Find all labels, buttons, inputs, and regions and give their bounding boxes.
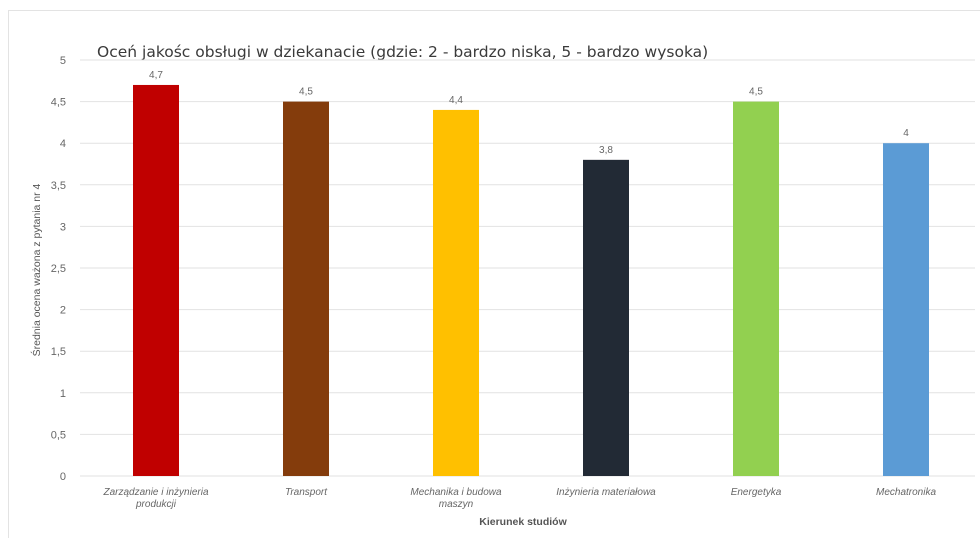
gridlines (80, 59, 975, 477)
y-tick-label: 4,5 (51, 97, 66, 109)
data-label: 4 (903, 128, 909, 139)
bar (733, 101, 779, 476)
x-tick-label: Transport (285, 487, 328, 498)
bars (133, 84, 929, 477)
x-tick-label: Inżynieria materiałowa (556, 487, 656, 498)
chart-frame (8, 10, 980, 538)
data-label: 4,5 (749, 87, 763, 98)
y-tick-label: 2,5 (51, 263, 66, 275)
data-label: 4,5 (299, 87, 313, 98)
bar (583, 159, 629, 476)
x-axis-label: Kierunek studiów (479, 516, 567, 528)
y-tick-label: 4 (60, 138, 66, 150)
y-tick-label: 0 (60, 471, 66, 483)
bar (883, 143, 929, 476)
bar (283, 101, 329, 476)
y-tick-label: 2 (60, 305, 66, 317)
y-axis-label: Średnia ocena ważona z pytania nr 4 (30, 183, 43, 356)
y-tick-label: 0,5 (51, 429, 66, 441)
bar (133, 84, 179, 477)
data-labels: 4,7 4,5 4,4 3,8 4,5 4 (149, 70, 909, 156)
y-tick-label: 1,5 (51, 346, 66, 358)
bar (433, 109, 479, 477)
chart-title: Oceń jakośc obsługi w dziekanacie (gdzie… (97, 43, 708, 61)
y-tick-label: 1 (60, 388, 66, 400)
x-tick-label: Energetyka (731, 487, 782, 498)
y-tick-label: 5 (60, 55, 66, 67)
x-tick-label: Zarządzanie i inżynieria produkcji (102, 487, 208, 510)
y-tick-label: 3,5 (51, 180, 66, 192)
data-label: 3,8 (599, 145, 613, 156)
y-tick-label: 3 (60, 221, 66, 233)
data-label: 4,4 (449, 95, 463, 106)
data-label: 4,7 (149, 70, 163, 81)
y-axis-ticks: 0 0,5 1 1,5 2 2,5 3 3,5 4 4,5 5 (51, 55, 66, 483)
x-tick-label: Mechanika i budowa maszyn (410, 487, 502, 510)
x-axis-categories: Zarządzanie i inżynieria produkcji Transpo… (102, 487, 936, 510)
x-tick-label: Mechatronika (876, 487, 936, 498)
